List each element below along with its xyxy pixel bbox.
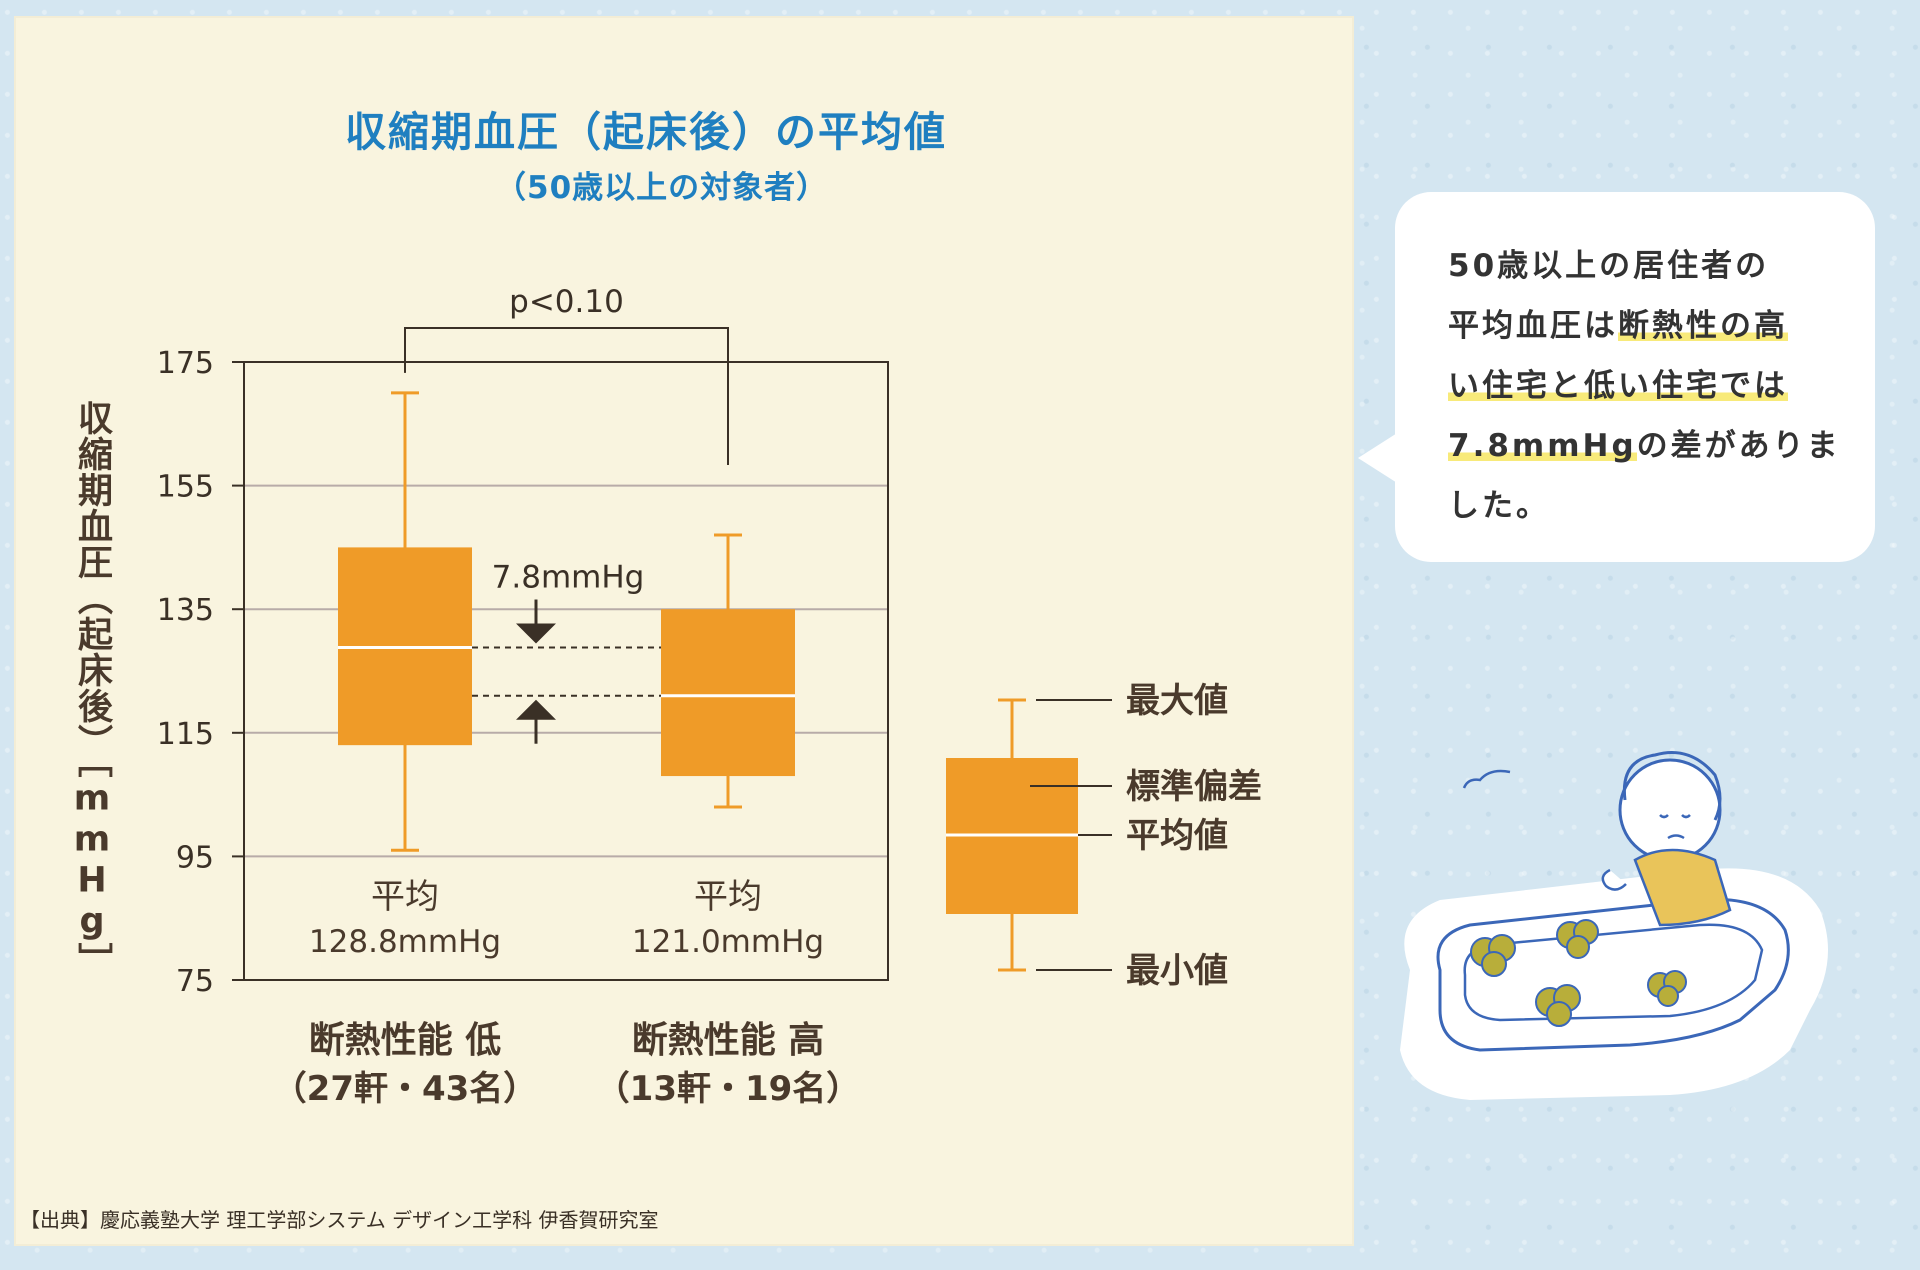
mean-label: 平均 bbox=[694, 877, 762, 917]
significance-bracket bbox=[404, 327, 729, 466]
bubble-highlight-1: 断熱性の高 bbox=[1618, 308, 1788, 344]
y-tick-label: 75 bbox=[176, 964, 214, 999]
box-plot-chart: 75 95 115 135 155 175 平均 128.8mmHg 断熱性能 低 （27軒・43… bbox=[157, 284, 1262, 1109]
mean-value-label: 128.8mmHg bbox=[309, 924, 501, 960]
chart-subtitle: （50歳以上の対象者） bbox=[495, 170, 829, 206]
speech-bubble-text: 50歳以上の居住者の 平均血圧は断熱性の高 い住宅と低い住宅では 7.8mmHg… bbox=[1448, 236, 1848, 536]
source-credit: 【出典】慶応義塾大学 理工学部システム デザイン工学科 伊香賀研究室 bbox=[20, 1208, 659, 1232]
bubble-highlight-3: 7.8mmHg bbox=[1448, 428, 1637, 464]
category-count-label: （27軒・43名） bbox=[273, 1069, 538, 1109]
bubble-line-2a: 平均血圧は bbox=[1448, 308, 1618, 344]
plot-frame bbox=[243, 361, 889, 981]
category-label: 断熱性能 高 bbox=[632, 1020, 825, 1061]
legend-min-label: 最小値 bbox=[1126, 951, 1228, 991]
difference-arrow-up-head bbox=[516, 699, 556, 720]
category-label: 断熱性能 低 bbox=[309, 1020, 502, 1061]
speech-bubble-tail bbox=[1358, 430, 1402, 486]
y-tick-label: 175 bbox=[157, 346, 214, 381]
difference-label: 7.8mmHg bbox=[492, 560, 645, 596]
bath-illustration bbox=[1400, 751, 1828, 1100]
bubble-line-2: 平均血圧は断熱性の高 bbox=[1448, 296, 1848, 356]
y-tick-label: 135 bbox=[157, 593, 214, 628]
bubble-line-3: い住宅と低い住宅では bbox=[1448, 356, 1848, 416]
legend-max-label: 最大値 bbox=[1126, 681, 1228, 721]
y-tick-label: 115 bbox=[157, 717, 214, 752]
y-axis-label: 収縮期血圧（起床後）［mmHg］ bbox=[72, 400, 112, 979]
legend-sd-label: 標準偏差 bbox=[1126, 767, 1262, 807]
bubble-line-4: 7.8mmHgの差がありま bbox=[1448, 416, 1848, 476]
mean-label: 平均 bbox=[371, 877, 439, 917]
y-tick-label: 95 bbox=[176, 840, 214, 875]
category-count-label: （13軒・19名） bbox=[596, 1069, 861, 1109]
mean-value-label: 121.0mmHg bbox=[632, 924, 824, 960]
bubble-line-1: 50歳以上の居住者の bbox=[1448, 248, 1770, 284]
chart-title: 収縮期血圧（起床後）の平均値 bbox=[345, 108, 947, 156]
difference-arrow-down-head bbox=[516, 623, 556, 644]
legend-mean-label: 平均値 bbox=[1126, 816, 1228, 856]
box-sd-range bbox=[661, 609, 795, 777]
bubble-line-4b: の差がありま bbox=[1636, 428, 1841, 464]
bubble-highlight-2: い住宅と低い住宅では bbox=[1448, 368, 1788, 404]
y-tick-label: 155 bbox=[157, 470, 214, 505]
significance-label: p<0.10 bbox=[509, 284, 624, 320]
bubble-line-5: した。 bbox=[1448, 488, 1550, 524]
